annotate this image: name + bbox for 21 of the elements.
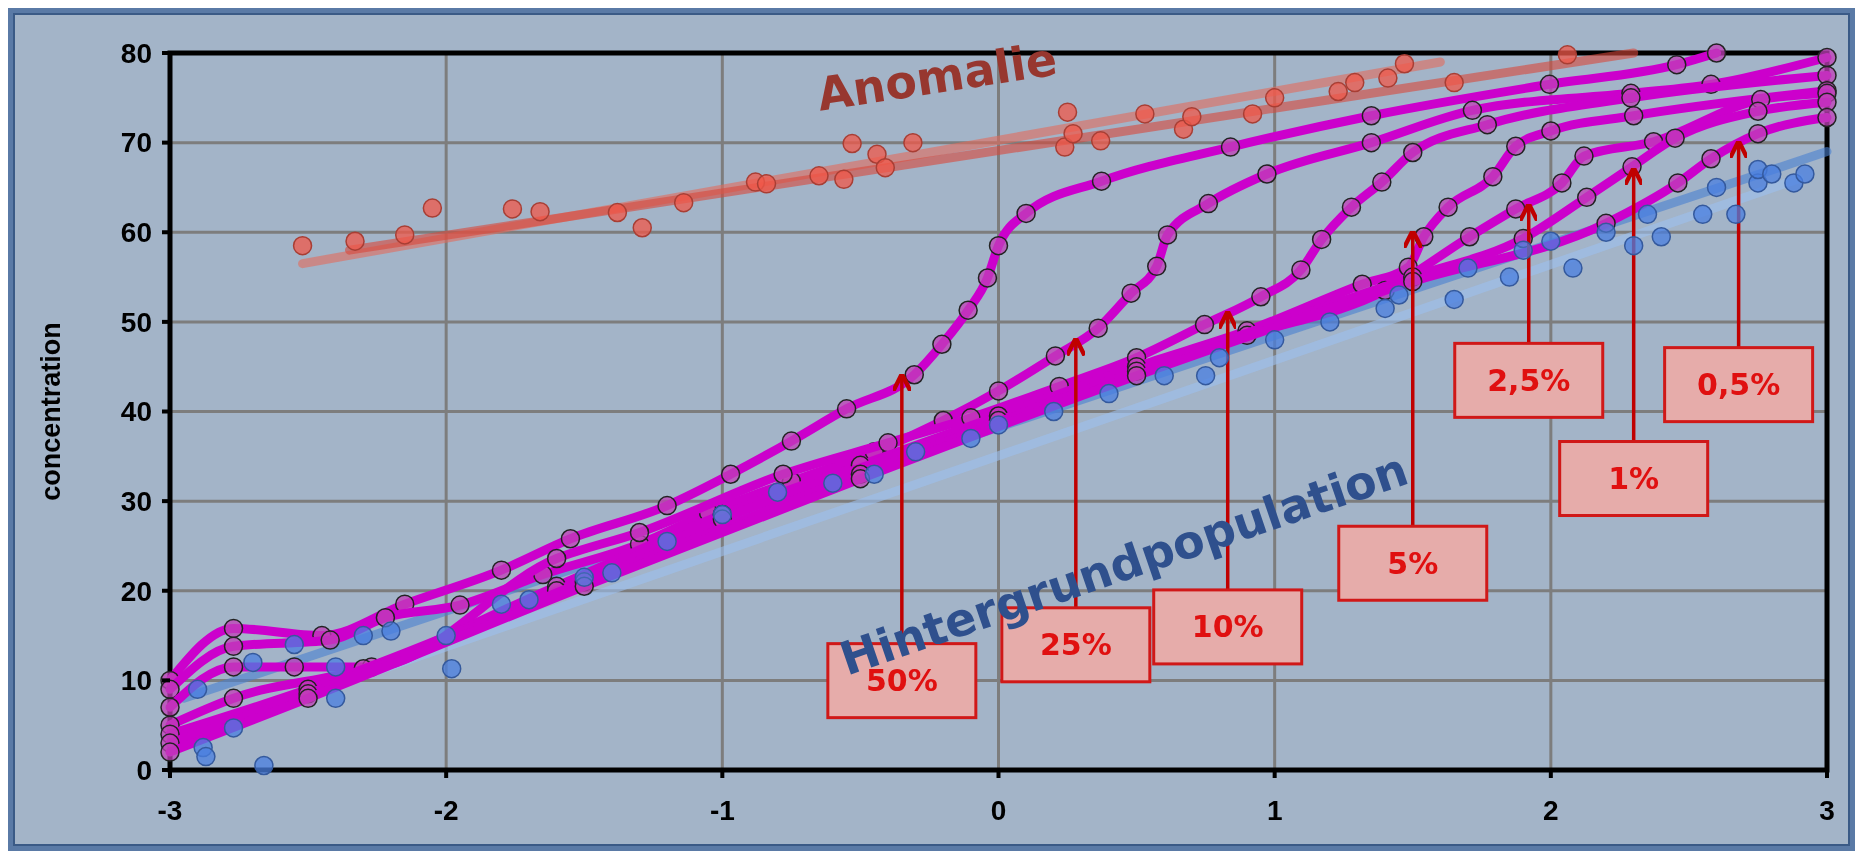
- y-tick-label: 80: [120, 37, 152, 69]
- y-axis-title: concentration: [36, 322, 66, 501]
- x-tick-label: 0: [990, 795, 1007, 826]
- text: Anomalie: [813, 31, 1061, 122]
- annotation: 2,5%: [1487, 362, 1571, 398]
- y-tick-label: 70: [120, 127, 152, 159]
- y-tick-label: 10: [120, 665, 152, 697]
- y-tick-label: 30: [120, 485, 152, 517]
- y-tick-label: 40: [120, 396, 152, 428]
- x-tick-label: 1: [1266, 795, 1283, 826]
- y-tick-label: 50: [120, 306, 152, 338]
- x-tick-label: -3: [157, 795, 183, 826]
- x-tick-label: -1: [709, 795, 735, 826]
- annotation: 0,5%: [1697, 367, 1781, 403]
- x-tick-label: -2: [433, 795, 459, 826]
- y-tick-label: 0: [136, 754, 152, 786]
- annotation: 1%: [1608, 461, 1660, 497]
- y-tick-label: 20: [120, 575, 152, 607]
- x-tick-label: 2: [1543, 795, 1559, 826]
- x-tick-label: 3: [1819, 795, 1835, 826]
- y-tick-label: 60: [120, 217, 152, 249]
